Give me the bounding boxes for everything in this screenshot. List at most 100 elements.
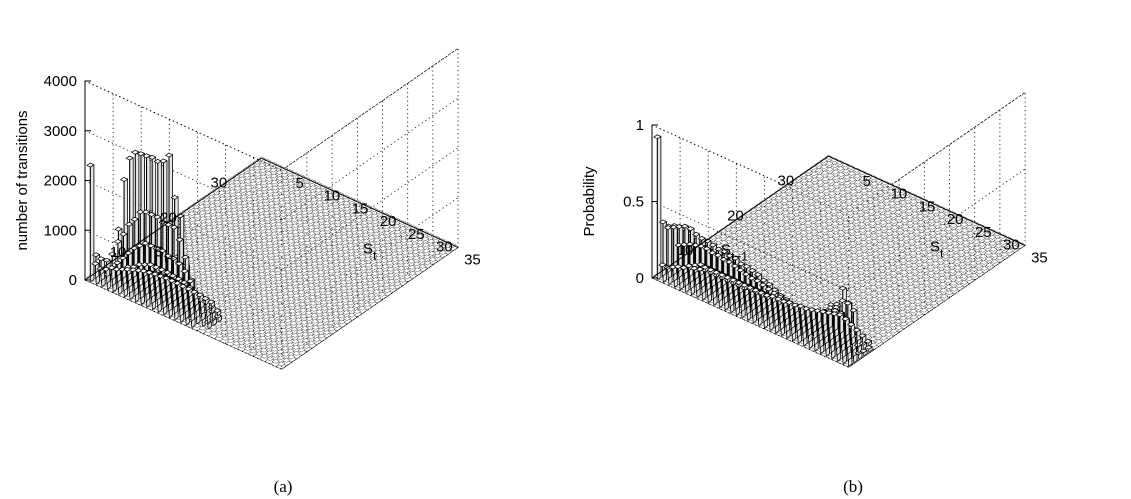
floor-tile bbox=[811, 247, 821, 253]
floor-tile bbox=[865, 242, 874, 248]
floor-tile bbox=[799, 224, 808, 229]
floor-tile bbox=[231, 219, 240, 225]
floor-tile bbox=[934, 233, 943, 239]
floor-tile bbox=[321, 208, 330, 214]
floor-tile bbox=[269, 219, 278, 224]
floor-tile bbox=[232, 341, 241, 346]
floor-tile bbox=[889, 322, 898, 328]
floor-tile bbox=[313, 239, 323, 245]
floor-tile bbox=[323, 278, 332, 284]
floor-tile bbox=[305, 207, 314, 212]
floor-tile bbox=[339, 222, 348, 227]
floor-tile bbox=[856, 267, 866, 273]
floor-tile bbox=[374, 255, 383, 261]
floor-tile bbox=[283, 254, 292, 260]
floor-tile bbox=[351, 239, 360, 245]
floor-tile bbox=[213, 199, 222, 205]
floor-tile bbox=[295, 271, 304, 277]
floor-tile bbox=[274, 215, 283, 221]
floor-tile bbox=[217, 242, 226, 247]
floor-tile bbox=[248, 336, 257, 342]
floor-tile bbox=[271, 301, 280, 306]
floor-tile bbox=[262, 210, 271, 216]
floor-tile bbox=[301, 216, 310, 222]
floor-tile bbox=[200, 228, 209, 234]
bar-top bbox=[114, 226, 123, 232]
floor-tile bbox=[219, 202, 228, 208]
floor-tile bbox=[975, 269, 984, 275]
floor-tile bbox=[849, 247, 858, 252]
y-axis-label-sub: t−1 bbox=[731, 249, 748, 263]
x-axis-label: St bbox=[363, 241, 377, 263]
floor-tile bbox=[214, 327, 224, 333]
floor-tile bbox=[274, 279, 283, 285]
floor-tile bbox=[293, 189, 302, 195]
floor-tile bbox=[302, 228, 311, 234]
floor-tile bbox=[293, 195, 302, 201]
floor-tile bbox=[824, 212, 833, 218]
floor-tile bbox=[873, 275, 882, 281]
floor-tile bbox=[387, 272, 396, 278]
floor-tile bbox=[196, 249, 205, 255]
floor-tile bbox=[383, 288, 392, 294]
bar bbox=[195, 292, 204, 303]
floor-tile bbox=[360, 272, 369, 277]
bar-top bbox=[113, 239, 122, 244]
floor-tile bbox=[278, 258, 287, 263]
floor-tile bbox=[241, 264, 250, 269]
floor-tile bbox=[276, 297, 285, 303]
grid-line bbox=[651, 92, 1026, 215]
floor-tile bbox=[843, 180, 852, 186]
floor-tile bbox=[913, 241, 922, 247]
floor-tile bbox=[404, 228, 413, 234]
floor-tile bbox=[874, 339, 883, 344]
floor-tile bbox=[198, 325, 207, 331]
floor-tile bbox=[297, 238, 306, 243]
floor-tile bbox=[354, 269, 363, 275]
floor-tile bbox=[320, 196, 329, 202]
floor-tile bbox=[304, 252, 313, 258]
floor-tile bbox=[262, 204, 271, 210]
x-tick-label: 25 bbox=[408, 226, 425, 243]
floor-tile bbox=[924, 304, 934, 310]
floor-tile bbox=[883, 268, 893, 274]
floor-tile bbox=[810, 287, 819, 292]
floor-tile bbox=[233, 237, 242, 243]
floor-tile bbox=[248, 342, 257, 348]
floor-tile bbox=[317, 275, 326, 281]
floor-tile bbox=[310, 313, 319, 318]
floor-tile bbox=[840, 208, 849, 214]
floor-tile bbox=[411, 249, 420, 255]
floor-tile bbox=[816, 186, 826, 191]
floor-tile bbox=[220, 214, 229, 220]
floor-tile bbox=[320, 306, 329, 311]
floor-tile bbox=[238, 240, 247, 245]
floor-tile bbox=[800, 300, 810, 305]
floor-tile bbox=[814, 219, 823, 225]
floor-tile bbox=[244, 248, 254, 254]
floor-tile bbox=[293, 253, 302, 259]
floor-tile bbox=[730, 233, 739, 238]
floor-tile bbox=[358, 260, 368, 265]
floor-tile bbox=[256, 317, 266, 323]
floor-tile bbox=[837, 229, 846, 235]
floor-tile bbox=[334, 225, 343, 231]
z-tick-label: 0 bbox=[69, 272, 77, 289]
floor-tile bbox=[250, 193, 259, 199]
floor-tile bbox=[823, 194, 832, 200]
bar-top bbox=[158, 248, 167, 254]
floor-tile bbox=[889, 328, 898, 334]
floor-tile bbox=[336, 249, 345, 255]
z-tick-label: 1000 bbox=[44, 222, 77, 239]
floor-tile bbox=[903, 300, 912, 305]
floor-tile bbox=[748, 252, 757, 258]
floor-tile bbox=[256, 196, 265, 201]
floor-tile bbox=[912, 235, 922, 241]
floor-tile bbox=[754, 267, 763, 273]
floor-tile bbox=[787, 276, 797, 282]
floor-tile bbox=[364, 262, 373, 268]
bar bbox=[145, 270, 154, 280]
floor-tile bbox=[822, 240, 831, 246]
floor-tile bbox=[746, 240, 756, 246]
bar-top bbox=[165, 152, 173, 158]
